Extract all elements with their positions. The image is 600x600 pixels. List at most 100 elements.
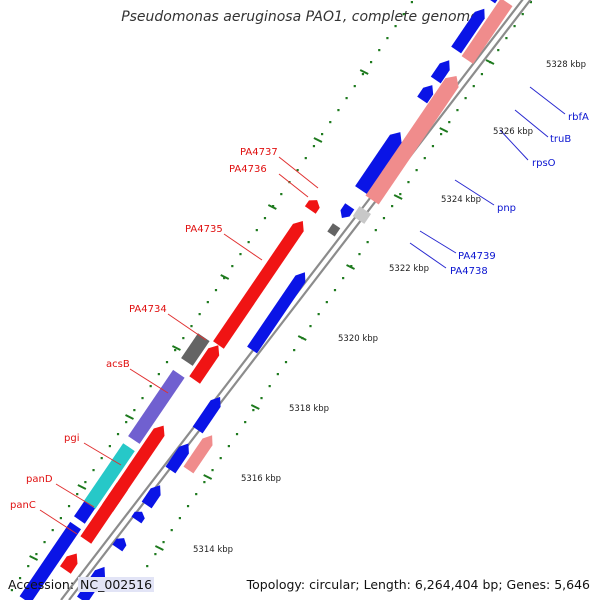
leader-line — [278, 173, 309, 198]
scale-label: 5324 kbp — [441, 195, 481, 205]
gene-label-right: PA4738 — [450, 266, 488, 277]
tick-dot — [284, 361, 288, 364]
tick-major — [77, 484, 87, 490]
tick-dot — [272, 205, 275, 208]
gene-arrow — [451, 8, 485, 54]
leader-line — [454, 179, 495, 206]
tick-dot — [423, 157, 426, 160]
gene-arrow — [189, 345, 220, 384]
tick-dot — [92, 469, 95, 472]
tick-dot — [369, 61, 373, 64]
tick-dot — [170, 529, 173, 532]
tick-major — [203, 474, 213, 480]
tick-dot — [521, 13, 524, 16]
tick-dot — [505, 37, 508, 40]
tick-dot — [312, 145, 316, 148]
leader-line — [129, 368, 169, 394]
leader-line — [514, 109, 549, 138]
tick-dot — [43, 541, 46, 544]
tick-dot — [146, 565, 149, 568]
scale-labels: 5314 kbp 5316 kbp 5318 kbp 5320 kbp 5322 kbp… — [193, 60, 586, 555]
gene-label-left: PA4736 — [229, 164, 267, 175]
tick-dot — [149, 385, 152, 388]
tick-dot — [407, 181, 410, 184]
tick-dot — [394, 25, 397, 28]
tick-dot — [366, 241, 369, 244]
gene-features — [19, 0, 513, 600]
tick-dot — [464, 97, 467, 100]
tick-dot — [304, 157, 307, 160]
gene-label-left: panC — [10, 500, 36, 511]
gene-arrow — [112, 538, 127, 552]
tick-dot — [321, 133, 324, 136]
gene-label-right: truB — [550, 134, 571, 145]
tick-dot — [67, 505, 71, 508]
tick-dot — [211, 469, 214, 472]
tick-dot — [239, 253, 242, 256]
tick-dot — [255, 229, 258, 232]
leader-line — [529, 86, 566, 115]
tick-dot — [260, 397, 263, 400]
tick-dot — [440, 133, 443, 136]
tick-dot — [448, 121, 451, 124]
map-title: Pseudomonas aeruginosa PAO1, complete ge… — [121, 9, 479, 25]
gene-label-left: panD — [26, 474, 53, 485]
accession-footer: Accession: NC_002516 — [8, 577, 155, 592]
tick-dot — [18, 577, 22, 580]
tick-dot — [358, 253, 361, 256]
tick-dot — [329, 121, 332, 124]
label-leaders — [39, 86, 566, 535]
tick-dot — [198, 313, 201, 316]
tick-dot — [116, 433, 120, 436]
gene-label-left: PA4734 — [129, 304, 167, 315]
tick-dot — [497, 49, 500, 52]
gene-block — [83, 443, 135, 509]
backbone-line — [68, 0, 532, 600]
tick-dot — [374, 229, 377, 232]
tick-dot — [206, 301, 209, 304]
tick-dot — [410, 1, 414, 4]
tick-dot — [235, 433, 239, 436]
tick-dot — [84, 481, 87, 484]
gene-arrow — [192, 396, 221, 434]
tick-dot — [157, 373, 160, 376]
tick-major — [220, 274, 230, 280]
tick-dot — [276, 373, 279, 376]
tick-dot — [378, 49, 381, 52]
gene-block — [490, 0, 498, 4]
gene-arrow — [60, 553, 78, 574]
tick-dot — [480, 73, 484, 76]
tick-dot — [325, 301, 328, 304]
tick-dot — [219, 457, 222, 460]
backbone-line — [60, 0, 524, 600]
gene-label-left: PA4737 — [240, 147, 278, 158]
tick-dot — [203, 481, 206, 484]
tick-dot — [361, 73, 365, 76]
tick-dot — [252, 409, 255, 412]
scale-label: 5316 kbp — [241, 474, 281, 484]
scale-label: 5320 kbp — [338, 334, 378, 344]
tick-dot — [513, 25, 516, 28]
gene-labels: PA4737 PA4736 PA4735 PA4734 acsB pgi panD panC r… — [10, 112, 589, 511]
tick-dot — [263, 217, 267, 220]
tick-major — [359, 69, 369, 75]
leader-line — [83, 442, 122, 466]
gene-label-left: pgi — [64, 433, 79, 444]
tick-dot — [244, 421, 247, 424]
gene-block — [19, 521, 81, 600]
leader-line — [409, 242, 447, 269]
scale-label: 5318 kbp — [289, 404, 329, 414]
gene-arrow — [183, 435, 213, 474]
gene-label-left: PA4735 — [185, 224, 223, 235]
tick-dot — [214, 289, 218, 292]
tick-dot — [133, 409, 136, 412]
scale-label: 5328 kbp — [546, 60, 586, 70]
tick-dot — [353, 85, 356, 88]
accession-value: NC_002516 — [78, 577, 155, 592]
accession-label: Accession: — [8, 577, 75, 592]
tick-dot — [174, 349, 177, 352]
gene-label-right: rpsO — [532, 158, 556, 169]
gene-block — [128, 369, 185, 444]
gene-arrow — [304, 200, 320, 214]
